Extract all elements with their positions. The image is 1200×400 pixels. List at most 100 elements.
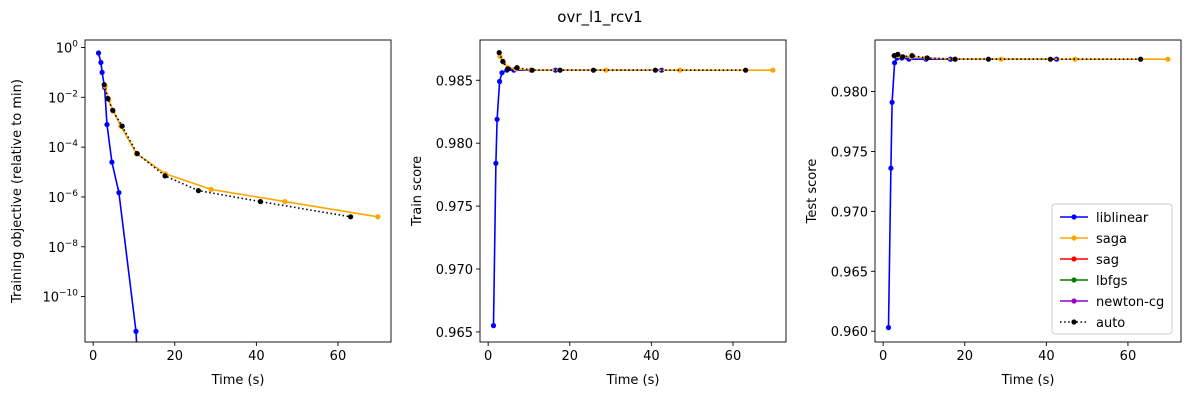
series-line-saga [104, 85, 379, 218]
data-point-liblinear [135, 369, 140, 374]
data-point-auto [119, 123, 125, 129]
data-point-auto [496, 50, 502, 56]
data-point-auto [909, 53, 915, 59]
x-tick-label: 40 [248, 349, 265, 364]
data-point-auto [590, 67, 597, 73]
data-point-saga [677, 67, 683, 73]
y-tick-label: 0.965 [436, 326, 473, 341]
x-tick-label: 60 [725, 349, 742, 364]
data-point-auto [1047, 56, 1053, 62]
data-point-saga [375, 214, 381, 220]
legend-label: liblinear [1096, 211, 1149, 226]
x-axis-label: Time (s) [1001, 373, 1055, 388]
y-tick-label-base: 10 [48, 191, 65, 206]
data-point-auto [952, 56, 958, 62]
data-point-auto [652, 67, 659, 73]
data-point-auto [985, 56, 992, 62]
data-point-liblinear [109, 159, 115, 165]
data-point-auto [500, 58, 506, 64]
y-tick-label-exponent: −8 [65, 239, 79, 249]
series-line-auto [893, 53, 1141, 61]
series-line-liblinear [492, 69, 662, 326]
panel-2: 0 20 40 60 0.965 0.970 0.975 0.980 0.985 Time (s)… [410, 39, 787, 388]
legend-entry-newton-cg: newton-cg [1060, 295, 1164, 310]
data-point-auto [105, 95, 111, 102]
data-point-auto [505, 66, 511, 72]
y-tick-label-base: 10 [56, 41, 73, 56]
y-tick-label: 10−6 [48, 189, 78, 206]
y-tick-label: 0.980 [831, 86, 868, 101]
y-tick-label-base: 10 [42, 291, 59, 306]
y-tick-label: 0.960 [831, 325, 868, 340]
data-point-auto [529, 67, 535, 73]
series-line-saga [499, 55, 773, 71]
y-tick-label: 0.970 [436, 263, 473, 278]
y-axis-label: Training objective (relative to min) [10, 79, 25, 304]
legend: liblinear saga sag lbfgs newton-cg auto [1051, 203, 1173, 335]
data-point-liblinear [493, 160, 499, 166]
legend-marker [1071, 214, 1077, 220]
y-tick-label: 0.980 [436, 137, 473, 152]
data-point-saga [603, 67, 609, 73]
legend-marker [1071, 256, 1077, 262]
data-point-saga [770, 67, 776, 73]
legend-marker [1071, 298, 1077, 304]
y-tick-label: 0.965 [831, 265, 868, 280]
y-tick-label: 0.985 [436, 74, 473, 89]
data-point-auto [924, 55, 930, 61]
series-liblinear [885, 55, 1060, 331]
y-tick-label-base: 10 [48, 91, 65, 106]
legend-marker [1071, 319, 1077, 325]
data-point-liblinear [499, 70, 505, 76]
y-tick-label: 10−2 [48, 89, 78, 106]
legend-label: newton-cg [1096, 295, 1164, 310]
y-tick-label-base: 10 [48, 241, 65, 256]
x-tick-label: 40 [1038, 349, 1055, 364]
data-point-liblinear [885, 325, 892, 331]
y-tick-label-exponent: −2 [65, 89, 78, 99]
data-point-liblinear [99, 69, 105, 75]
data-point-liblinear [889, 99, 895, 105]
series-line-liblinear [887, 57, 1057, 328]
data-point-auto [348, 214, 354, 220]
figure-title: ovr_l1_rcv1 [557, 8, 642, 27]
series-saga [892, 53, 1171, 62]
y-axis-label: Train score [410, 156, 425, 227]
x-tick-label: 20 [956, 349, 973, 364]
y-tick-label: 10−8 [48, 239, 78, 256]
y-tick-label: 100 [56, 39, 79, 56]
data-point-liblinear [892, 60, 898, 66]
data-point-liblinear [116, 190, 122, 196]
data-point-liblinear [494, 116, 500, 122]
x-tick-label: 0 [879, 349, 887, 364]
data-point-auto [162, 173, 168, 179]
y-axis-label: Test score [805, 159, 820, 225]
plot-area [885, 51, 1171, 331]
series-line-liblinear [97, 52, 138, 342]
data-point-saga [208, 186, 214, 192]
y-tick-label-exponent: 0 [72, 39, 78, 49]
y-tick-label-exponent: −6 [65, 189, 79, 199]
axes-frame [84, 39, 392, 343]
legend-label: sag [1096, 253, 1119, 268]
axes-frame [479, 39, 787, 343]
series-auto [101, 82, 354, 220]
data-point-auto [101, 82, 107, 88]
x-tick-label: 60 [330, 349, 347, 364]
data-point-liblinear [133, 328, 139, 334]
data-point-auto [110, 107, 116, 113]
y-tick-label-exponent: −10 [59, 289, 78, 299]
legend-entry-auto: auto [1060, 316, 1125, 331]
legend-entry-lbfgs: lbfgs [1060, 274, 1128, 289]
data-point-auto [895, 51, 901, 58]
y-tick-label-exponent: −4 [65, 139, 79, 149]
data-point-liblinear [490, 323, 497, 329]
legend-label: auto [1096, 316, 1125, 331]
x-tick-label: 0 [89, 349, 97, 364]
legend-label: lbfgs [1096, 274, 1128, 289]
data-point-liblinear [888, 165, 894, 171]
data-point-auto [1138, 56, 1144, 62]
